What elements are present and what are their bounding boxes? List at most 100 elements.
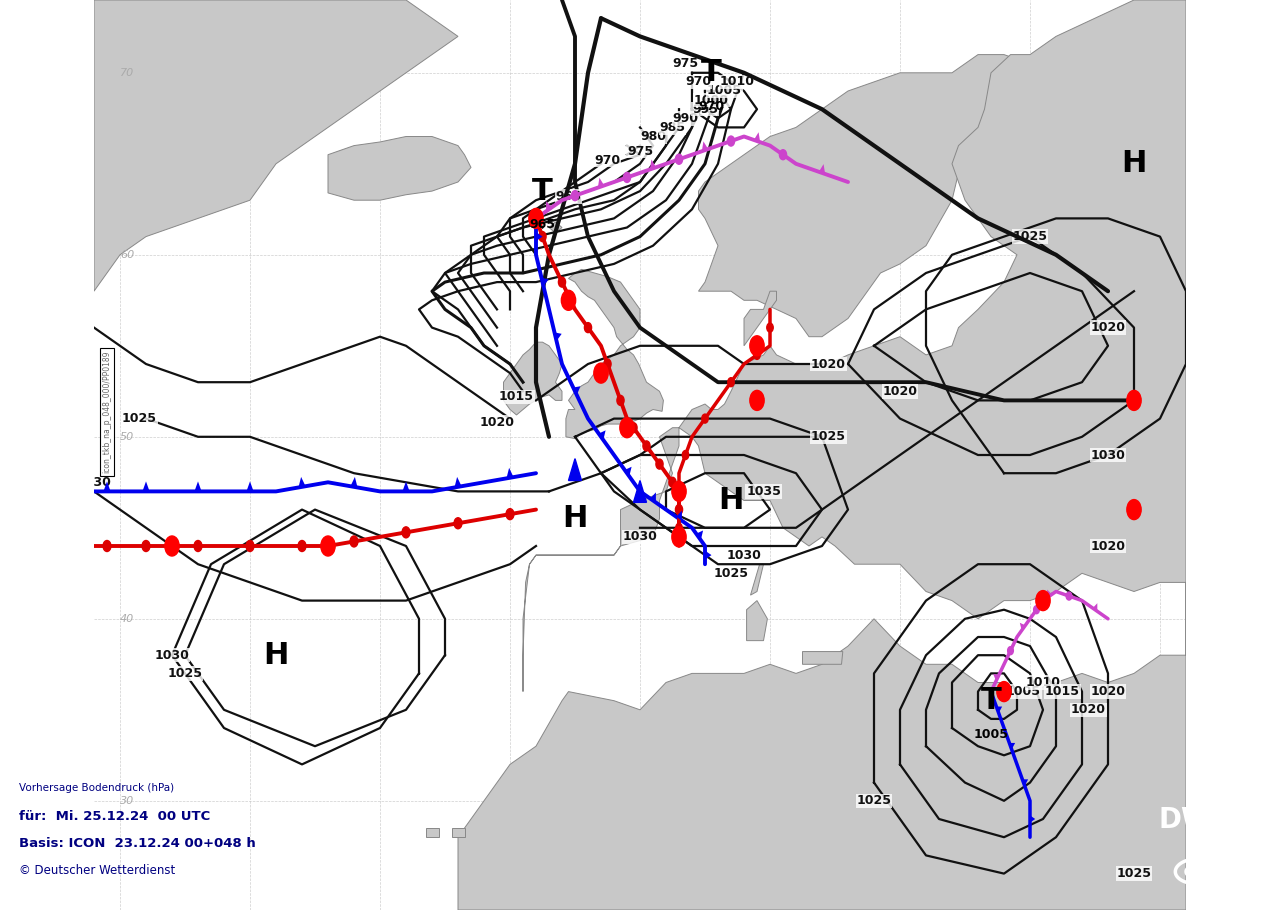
- Text: T: T: [532, 177, 553, 206]
- Text: 1030: 1030: [1091, 449, 1125, 461]
- Polygon shape: [1020, 622, 1025, 631]
- Polygon shape: [142, 481, 150, 491]
- Circle shape: [643, 441, 650, 451]
- Polygon shape: [554, 332, 562, 341]
- Circle shape: [585, 323, 591, 333]
- Circle shape: [630, 423, 637, 433]
- Circle shape: [676, 523, 682, 532]
- Text: 1010: 1010: [719, 76, 755, 88]
- Circle shape: [728, 378, 735, 387]
- Text: 40: 40: [120, 614, 134, 623]
- Polygon shape: [744, 291, 777, 346]
- Circle shape: [701, 414, 708, 423]
- Polygon shape: [351, 477, 357, 488]
- Circle shape: [727, 136, 735, 146]
- Text: H: H: [562, 504, 588, 533]
- Circle shape: [750, 390, 764, 410]
- Circle shape: [104, 541, 111, 551]
- Text: © Deutscher Wetterdienst: © Deutscher Wetterdienst: [19, 864, 175, 877]
- Polygon shape: [1010, 743, 1015, 750]
- Circle shape: [142, 541, 150, 551]
- Text: 970: 970: [699, 100, 724, 113]
- Text: 1020: 1020: [1091, 321, 1125, 334]
- Circle shape: [669, 477, 676, 488]
- Text: 1020: 1020: [812, 358, 846, 370]
- Polygon shape: [541, 278, 549, 287]
- Circle shape: [594, 363, 608, 383]
- Circle shape: [676, 154, 682, 165]
- Text: 1030: 1030: [727, 549, 762, 561]
- Text: 1020: 1020: [480, 416, 515, 429]
- Text: 990: 990: [672, 112, 699, 125]
- Text: DWD: DWD: [1158, 806, 1235, 834]
- Circle shape: [1036, 591, 1050, 611]
- Text: 1030: 1030: [155, 649, 189, 662]
- Text: 985: 985: [659, 121, 686, 134]
- Text: 1020: 1020: [1091, 685, 1125, 698]
- Circle shape: [997, 682, 1011, 702]
- Polygon shape: [195, 481, 201, 491]
- Text: 970: 970: [594, 154, 621, 167]
- Circle shape: [402, 527, 410, 538]
- Text: 1005: 1005: [1006, 685, 1041, 698]
- Polygon shape: [503, 342, 562, 415]
- Polygon shape: [696, 531, 703, 541]
- Text: 1005: 1005: [974, 728, 1009, 741]
- Circle shape: [298, 541, 306, 551]
- Polygon shape: [803, 652, 842, 664]
- Polygon shape: [1093, 603, 1097, 612]
- Circle shape: [780, 150, 787, 160]
- Text: 1030: 1030: [622, 531, 658, 543]
- Circle shape: [195, 541, 202, 551]
- Circle shape: [1126, 500, 1142, 520]
- Circle shape: [562, 290, 576, 310]
- Circle shape: [767, 323, 773, 332]
- Polygon shape: [599, 430, 605, 440]
- Polygon shape: [701, 141, 708, 151]
- Circle shape: [676, 487, 682, 496]
- Polygon shape: [676, 511, 682, 521]
- Text: 1025: 1025: [122, 412, 157, 425]
- Circle shape: [754, 350, 760, 359]
- Text: 60: 60: [120, 250, 134, 259]
- Text: 995: 995: [692, 103, 718, 116]
- Text: 1020: 1020: [1091, 540, 1125, 552]
- Text: T: T: [701, 58, 722, 87]
- Circle shape: [558, 277, 566, 287]
- Circle shape: [349, 536, 358, 547]
- Text: 980: 980: [640, 130, 666, 143]
- Polygon shape: [507, 468, 513, 479]
- Circle shape: [165, 536, 179, 556]
- Polygon shape: [104, 481, 110, 491]
- Circle shape: [676, 505, 682, 515]
- Polygon shape: [650, 159, 657, 169]
- Polygon shape: [750, 564, 763, 595]
- Polygon shape: [566, 269, 663, 439]
- Polygon shape: [1030, 815, 1036, 823]
- Circle shape: [604, 359, 611, 369]
- Text: 1010: 1010: [1025, 676, 1061, 689]
- Text: 1025: 1025: [168, 667, 202, 680]
- Text: 975: 975: [627, 145, 653, 157]
- Polygon shape: [568, 459, 581, 480]
- Polygon shape: [1023, 779, 1028, 786]
- Polygon shape: [454, 477, 462, 488]
- Text: 1020: 1020: [1071, 703, 1106, 716]
- Polygon shape: [93, 0, 458, 291]
- Circle shape: [750, 336, 764, 356]
- Text: 975: 975: [672, 57, 699, 70]
- Text: 1000: 1000: [694, 94, 730, 106]
- Polygon shape: [699, 55, 1030, 337]
- Polygon shape: [298, 477, 306, 488]
- Text: 1035: 1035: [746, 485, 781, 498]
- Circle shape: [620, 418, 634, 438]
- Text: 1005: 1005: [707, 85, 742, 97]
- Text: 965: 965: [530, 218, 556, 231]
- Polygon shape: [458, 0, 1187, 910]
- Circle shape: [246, 541, 253, 551]
- Text: H: H: [718, 486, 744, 515]
- Circle shape: [1034, 606, 1039, 613]
- Text: 1030: 1030: [77, 476, 111, 489]
- Text: Vorhersage Bodendruck (hPa): Vorhersage Bodendruck (hPa): [19, 783, 174, 793]
- Text: 50: 50: [120, 432, 134, 441]
